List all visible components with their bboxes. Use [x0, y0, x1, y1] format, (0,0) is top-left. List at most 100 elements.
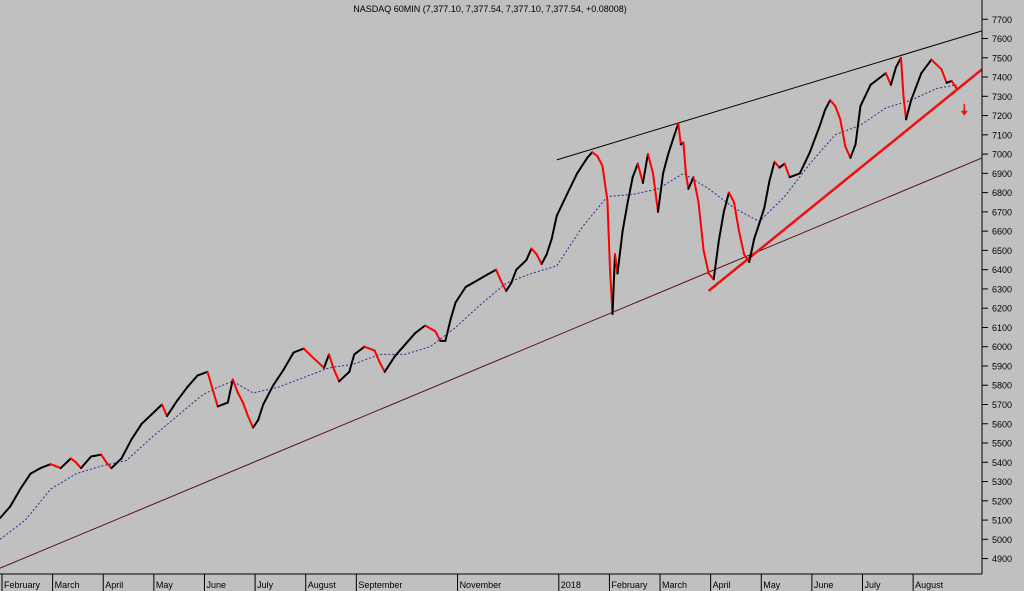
- price-segment: [692, 176, 700, 204]
- price-segment: [550, 214, 558, 240]
- price-segment: [39, 463, 52, 470]
- price-segment: [383, 355, 396, 373]
- price-segment: [829, 99, 837, 107]
- price-segment: [743, 253, 751, 263]
- y-tick-label: 7000: [992, 150, 1012, 160]
- price-segment: [216, 401, 229, 408]
- price-segment: [565, 172, 579, 196]
- y-tick-label: 5500: [992, 439, 1012, 449]
- x-tick-label: August: [915, 580, 944, 590]
- y-tick-label: 6500: [992, 246, 1012, 256]
- price-segment: [869, 76, 882, 86]
- price-segment: [474, 274, 487, 283]
- y-tick-label: 7700: [992, 15, 1012, 25]
- price-segment: [338, 370, 351, 383]
- price-segment: [424, 324, 437, 333]
- price-segment: [824, 99, 832, 111]
- price-segment: [657, 172, 665, 213]
- trendline-support: [707, 68, 982, 292]
- price-segment: [540, 253, 548, 265]
- price-segment: [611, 253, 616, 315]
- price-segment: [110, 457, 123, 470]
- price-segment: [591, 151, 599, 157]
- price-segment: [606, 199, 611, 271]
- price-segment: [69, 457, 77, 464]
- price-segment: [90, 453, 103, 458]
- price-segment: [328, 353, 336, 371]
- y-tick-label: 6200: [992, 304, 1012, 314]
- price-segment: [950, 79, 958, 90]
- plot-area: [0, 30, 982, 569]
- price-segment: [773, 160, 781, 169]
- price-segment: [9, 488, 22, 508]
- price-segment: [414, 324, 427, 335]
- price-segment: [667, 137, 675, 156]
- price-segment: [206, 370, 214, 391]
- price-segment: [778, 162, 786, 169]
- price-segment: [616, 230, 624, 275]
- price-segment: [464, 280, 477, 288]
- x-tick-label: April: [713, 580, 731, 590]
- price-segment: [59, 457, 72, 470]
- price-segment: [631, 162, 639, 179]
- y-tick-label: 5300: [992, 477, 1012, 487]
- y-tick-label: 6300: [992, 284, 1012, 294]
- price-segment: [722, 191, 730, 213]
- price-segment: [697, 201, 705, 252]
- x-tick-label: November: [460, 580, 502, 590]
- y-tick-label: 5700: [992, 400, 1012, 410]
- price-segment: [920, 58, 933, 75]
- price-segment: [859, 83, 872, 107]
- price-segment: [403, 332, 417, 346]
- price-segment: [684, 172, 690, 190]
- x-tick-label: August: [308, 580, 337, 590]
- price-segment: [808, 124, 821, 154]
- price-segment: [282, 351, 295, 371]
- price-segment: [717, 210, 725, 242]
- price-segment: [333, 368, 341, 383]
- y-tick-label: 5900: [992, 361, 1012, 371]
- x-tick-label: May: [156, 580, 174, 590]
- price-segment: [530, 247, 538, 256]
- price-segment: [140, 413, 153, 425]
- price-segment: [601, 164, 609, 202]
- price-segment: [545, 237, 553, 256]
- price-segment: [74, 461, 82, 470]
- x-tick-label: July: [865, 580, 882, 590]
- price-segment: [576, 156, 589, 175]
- y-tick-label: 5000: [992, 535, 1012, 545]
- price-segment: [819, 108, 827, 127]
- price-segment: [353, 345, 366, 356]
- price-segment: [262, 384, 275, 406]
- y-tick-label: 5400: [992, 458, 1012, 468]
- price-segment: [393, 343, 406, 358]
- y-tick-label: 6700: [992, 207, 1012, 217]
- price-segment: [105, 461, 113, 470]
- y-tick-label: 6000: [992, 342, 1012, 352]
- price-segment: [449, 301, 457, 321]
- price-segment: [727, 191, 735, 204]
- price-segment: [120, 438, 133, 460]
- markers: [960, 103, 968, 116]
- price-segment: [252, 418, 260, 429]
- price-segment: [495, 268, 503, 283]
- price-segment: [884, 72, 892, 86]
- price-segment: [621, 201, 629, 233]
- price-segment: [378, 361, 386, 373]
- price-segment: [930, 58, 943, 71]
- x-axis: February March April May June July August Septe…: [1, 574, 944, 591]
- y-tick-label: 4900: [992, 554, 1012, 564]
- trendline-upper-channel: [556, 30, 982, 161]
- price-segment: [535, 253, 543, 265]
- price-segment: [484, 268, 498, 277]
- price-segment: [687, 176, 695, 190]
- price-segment: [312, 357, 325, 369]
- price-segment: [49, 463, 62, 470]
- y-tick-label: 6800: [992, 188, 1012, 198]
- price-segment: [889, 66, 897, 86]
- price-segment: [712, 239, 720, 281]
- price-segment: [348, 353, 356, 373]
- price-segment: [323, 353, 330, 369]
- y-tick-label: 5600: [992, 419, 1012, 429]
